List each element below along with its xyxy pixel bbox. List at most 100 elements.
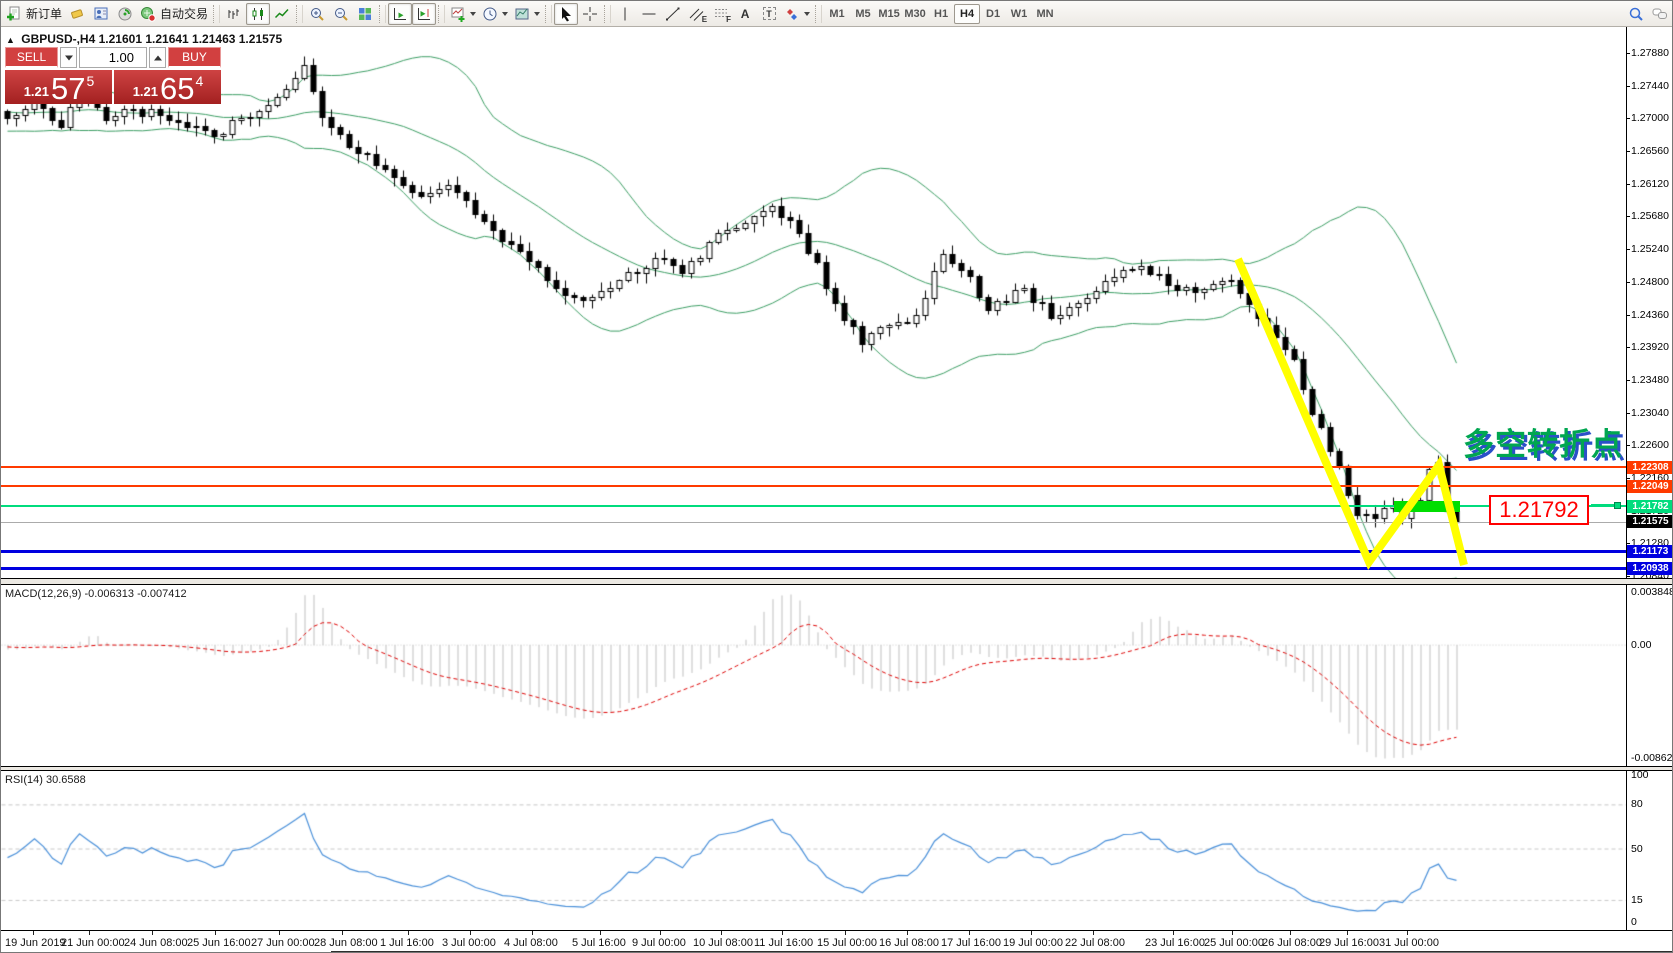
toolbar-group-main: 新订单 自动交易: [3, 2, 211, 26]
horizontal-scrollbar[interactable]: [331, 951, 1672, 952]
price-axis-tick: [1626, 412, 1630, 414]
vertical-line-button[interactable]: [613, 3, 637, 25]
timeframe-m5-button[interactable]: M5: [855, 7, 871, 20]
time-axis-label: 24 Jun 08:00: [124, 937, 188, 949]
price-tag-value: 1.21792: [1499, 497, 1579, 522]
time-axis-label: 10 Jul 08:00: [693, 937, 753, 949]
timeframe-mn-button[interactable]: MN: [1036, 7, 1054, 20]
timeframe-h1-button[interactable]: H1: [934, 7, 949, 20]
chart-workspace: 19 Jun 2019 21 Jun 00:00 24 Jun 08:00 25 Ju…: [1, 27, 1672, 952]
arrows-button[interactable]: [781, 3, 813, 25]
price-axis-label: 1.25680: [1631, 210, 1669, 223]
vertical-line-icon: [624, 7, 626, 20]
time-axis-tick: [907, 931, 908, 935]
price-chart-canvas[interactable]: [1, 28, 1626, 579]
navigator-button[interactable]: [113, 3, 137, 25]
price-axis-tick: [1626, 478, 1630, 480]
text-label-button[interactable]: T: [757, 3, 781, 25]
fibonacci-button[interactable]: F: [709, 3, 733, 25]
trendline-icon: [666, 7, 680, 20]
new-order-button[interactable]: 新订单: [3, 3, 65, 25]
templates-button[interactable]: [511, 3, 543, 25]
line-chart-button[interactable]: [270, 3, 294, 25]
time-axis-label: 17 Jul 16:00: [941, 937, 1001, 949]
chat-button[interactable]: [1648, 3, 1672, 25]
price-level-badge: 1.21173: [1627, 544, 1672, 558]
timeframe-d1-button[interactable]: D1: [986, 7, 1001, 20]
data-window-button[interactable]: [89, 3, 113, 25]
time-axis-label: 23 Jul 16:00: [1145, 937, 1205, 949]
template-icon: [515, 8, 529, 19]
time-axis-tick: [215, 931, 216, 935]
bar-chart-icon: [228, 8, 240, 19]
panel-splitter[interactable]: [1, 766, 1672, 771]
candlestick-chart-icon: [252, 7, 264, 20]
macd-panel-canvas[interactable]: [1, 586, 1626, 766]
rsi-panel-canvas[interactable]: [1, 772, 1626, 930]
equidistant-channel-button[interactable]: E: [685, 3, 709, 25]
volume-increase-button[interactable]: [149, 47, 166, 68]
toolbar-separator: [604, 4, 612, 23]
horizontal-level-line[interactable]: [1, 549, 1626, 553]
volume-input[interactable]: [79, 47, 147, 68]
panel-splitter[interactable]: [1, 578, 1672, 585]
trendline-button[interactable]: [661, 3, 685, 25]
volume-decrease-button[interactable]: [60, 47, 77, 68]
tile-windows-button[interactable]: [353, 3, 377, 25]
time-axis-tick: [1232, 931, 1233, 935]
toolbar-group-chart-type: [222, 2, 294, 26]
horizontal-level-line[interactable]: [1, 466, 1626, 469]
time-axis-tick: [845, 931, 846, 935]
collapse-triangle-icon[interactable]: ▲: [6, 35, 15, 45]
price-tag-box[interactable]: 1.21792: [1489, 495, 1589, 525]
order-row: SELL BUY: [5, 47, 221, 68]
time-axis-label: 31 Jul 00:00: [1379, 937, 1439, 949]
time-axis-label: 29 Jul 16:00: [1319, 937, 1379, 949]
price-axis-label: 1.24800: [1631, 275, 1669, 288]
horizontal-level-line[interactable]: [1, 485, 1626, 488]
timeframe-m30-button[interactable]: M30: [904, 7, 926, 20]
chart-title: ▲ GBPUSD-,H4 1.21601 1.21641 1.21463 1.2…: [6, 32, 282, 46]
buy-price-big: 65: [160, 71, 195, 106]
search-button[interactable]: [1624, 3, 1648, 25]
sell-price-box[interactable]: 1.21 57 5: [5, 70, 112, 104]
sell-button[interactable]: SELL: [5, 47, 58, 68]
time-axis-label: 4 Jul 08:00: [504, 937, 558, 949]
buy-price-box[interactable]: 1.21 65 4: [114, 70, 221, 104]
time-axis-label: 19 Jun 2019: [5, 937, 66, 949]
chart-shift-button[interactable]: [412, 2, 437, 25]
sell-price-big: 57: [51, 71, 86, 106]
horizontal-level-line[interactable]: [1, 505, 1626, 508]
time-axis-label: 21 Jun 00:00: [61, 937, 125, 949]
auto-scroll-button[interactable]: [388, 2, 413, 25]
zoom-out-button[interactable]: [329, 3, 353, 25]
timeframe-h4-button[interactable]: H4: [954, 3, 981, 24]
timeframe-m1-button[interactable]: M1: [829, 7, 845, 20]
timeframe-w1-button[interactable]: W1: [1010, 7, 1028, 20]
crosshair-button[interactable]: [578, 3, 602, 25]
eraser-button[interactable]: [65, 3, 89, 25]
text-button[interactable]: A: [733, 3, 757, 25]
time-axis-tick: [1347, 931, 1348, 935]
time-axis-tick: [721, 931, 722, 935]
zoom-in-button[interactable]: [305, 3, 329, 25]
price-axis-label: 1.25240: [1631, 243, 1669, 256]
buy-button[interactable]: BUY: [168, 47, 221, 68]
time-axis-tick: [470, 931, 471, 935]
bar-chart-button[interactable]: [222, 3, 246, 25]
price-tag-marker-icon[interactable]: [1614, 502, 1621, 509]
autotrading-button[interactable]: 自动交易: [137, 3, 211, 25]
time-axis-tick: [532, 931, 533, 935]
time-axis[interactable]: 19 Jun 2019 21 Jun 00:00 24 Jun 08:00 25 Ju…: [1, 931, 1672, 952]
cursor-button[interactable]: [554, 2, 579, 25]
candlestick-chart-button[interactable]: [246, 2, 271, 25]
periods-button[interactable]: [479, 3, 511, 25]
auto-scroll-icon: [394, 7, 407, 20]
autotrading-icon: [141, 6, 156, 22]
horizontal-line-button[interactable]: [637, 3, 661, 25]
buy-price-sup: 4: [195, 73, 204, 89]
timeframe-m15-button[interactable]: M15: [878, 7, 900, 20]
horizontal-level-line[interactable]: [1, 567, 1626, 571]
indicators-button[interactable]: [447, 3, 479, 25]
